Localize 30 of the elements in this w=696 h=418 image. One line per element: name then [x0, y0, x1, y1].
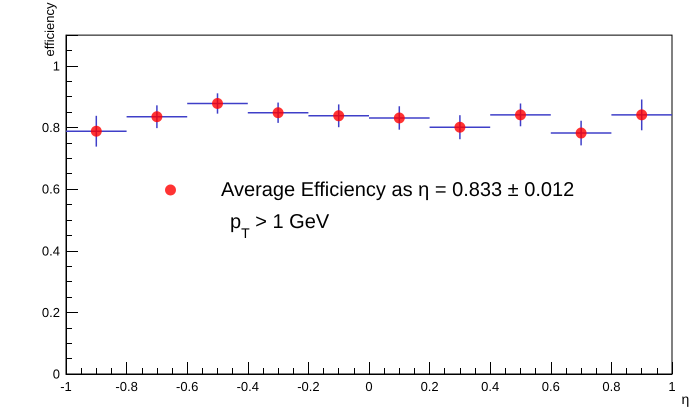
y-tick-label: 0.8 [42, 120, 60, 136]
point [454, 122, 466, 133]
x-tick-label: 0.2 [420, 379, 439, 394]
x-tick-label: 0.4 [481, 379, 500, 394]
x-tick-label: -0.4 [236, 379, 260, 394]
x-tick-label: -0.8 [115, 379, 138, 394]
y-tick-label: 1 [52, 58, 60, 74]
x-tick-label: 1 [668, 379, 676, 394]
legend-label: Average Efficiency as η = 0.833 ± 0.012 [221, 179, 574, 201]
x-tick-label: 0.6 [542, 379, 560, 394]
x-tick-label: -1 [60, 379, 72, 394]
point [636, 109, 648, 120]
x-tick-label: -0.6 [176, 379, 198, 394]
x-tick-label: -0.2 [297, 379, 320, 394]
y-tick-label: 0.4 [42, 243, 60, 258]
x-tick-label: 0.8 [602, 379, 620, 394]
point [151, 111, 162, 122]
point [515, 109, 526, 120]
x-axis-title: η [682, 391, 690, 407]
y-tick-label: 0 [52, 366, 60, 382]
point [272, 107, 284, 118]
y-axis-title: efficiency [42, 2, 57, 57]
point [90, 126, 102, 137]
point [394, 112, 405, 124]
point [212, 98, 223, 109]
y-tick-label: 0.6 [42, 182, 60, 197]
point [333, 110, 344, 122]
y-tick-label: 0.2 [42, 304, 60, 320]
point [576, 128, 587, 139]
x-tick-label: 0 [365, 379, 373, 394]
